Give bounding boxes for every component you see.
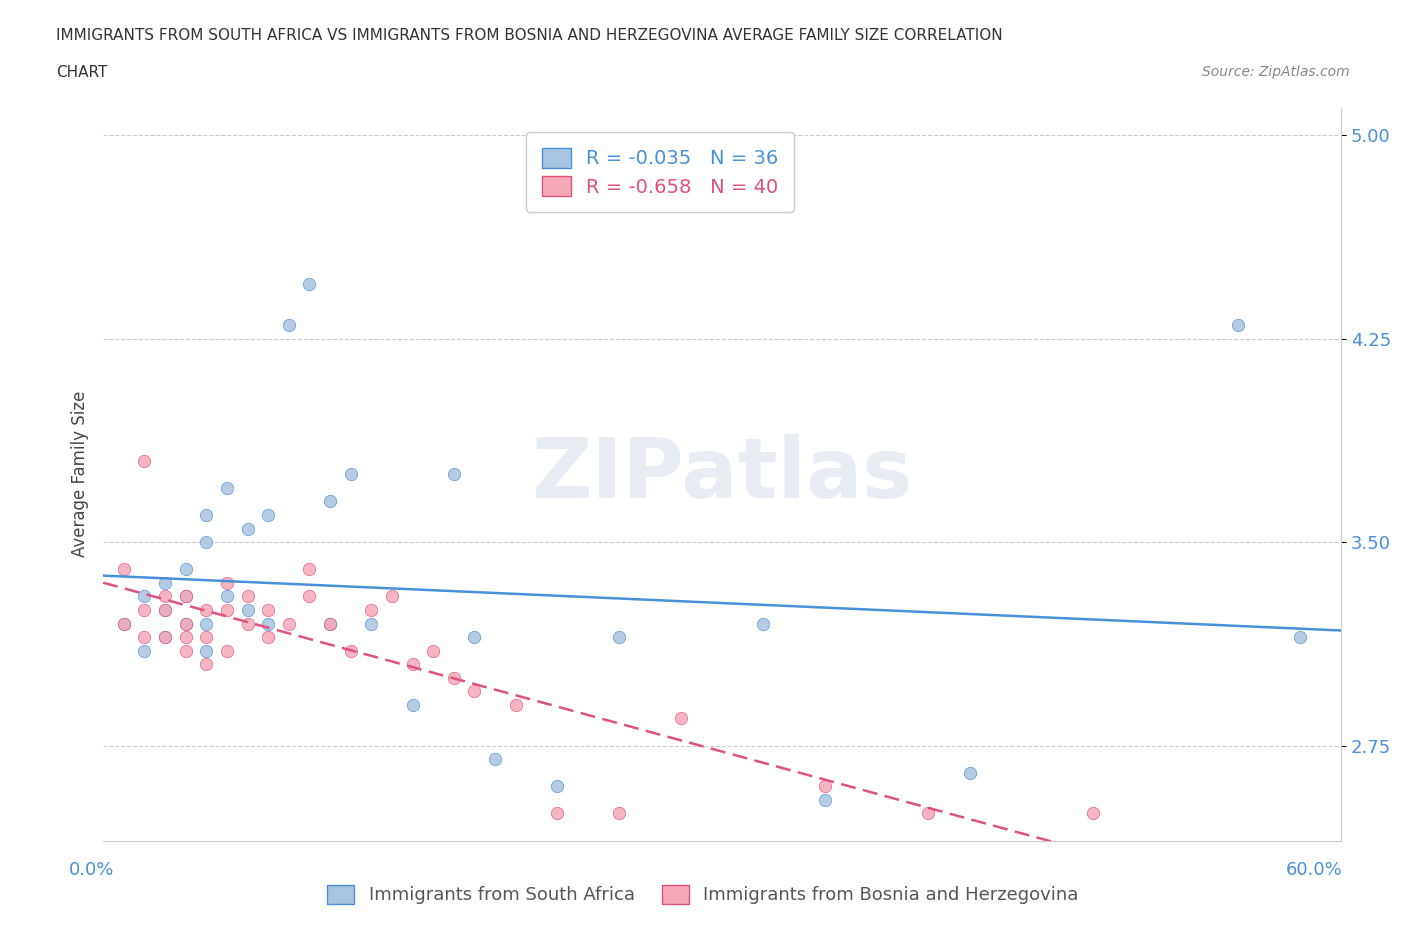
Point (174, 644, 197, 658)
Point (174, 589, 197, 604)
Point (277, 616, 299, 631)
Point (236, 603, 259, 618)
Point (195, 603, 218, 618)
Point (134, 630, 156, 644)
Point (607, 630, 630, 644)
Text: IMMIGRANTS FROM SOUTH AFRICA VS IMMIGRANTS FROM BOSNIA AND HERZEGOVINA AVERAGE F: IMMIGRANTS FROM SOUTH AFRICA VS IMMIGRAN… (56, 28, 1002, 43)
Point (546, 779, 568, 794)
Point (174, 589, 197, 604)
Text: CHART: CHART (56, 65, 108, 80)
Point (153, 576, 176, 591)
Point (298, 589, 321, 604)
Point (319, 616, 342, 631)
Point (298, 277, 321, 292)
Point (236, 521, 259, 536)
Point (959, 765, 981, 780)
Point (215, 576, 238, 591)
Point (153, 589, 176, 604)
Legend: R = -0.035   N = 36, R = -0.658   N = 40: R = -0.035 N = 36, R = -0.658 N = 40 (526, 132, 794, 212)
Point (236, 616, 259, 631)
Point (917, 806, 939, 821)
Point (134, 603, 156, 618)
Point (195, 657, 218, 671)
Point (195, 616, 218, 631)
Point (195, 630, 218, 644)
Point (319, 616, 342, 631)
Point (174, 616, 197, 631)
Point (195, 535, 218, 550)
Point (463, 630, 485, 644)
Point (215, 481, 238, 496)
Point (215, 603, 238, 618)
Point (607, 806, 630, 821)
Point (174, 630, 197, 644)
Point (505, 698, 527, 712)
Text: ZIPatlas: ZIPatlas (531, 433, 912, 515)
Point (463, 684, 485, 698)
Point (134, 589, 156, 604)
Point (277, 318, 299, 333)
Point (814, 779, 837, 794)
Text: 0.0%: 0.0% (69, 860, 114, 879)
Point (339, 467, 361, 482)
Point (360, 616, 382, 631)
Y-axis label: Average Family Size: Average Family Size (72, 392, 89, 557)
Point (215, 644, 238, 658)
Point (257, 630, 280, 644)
Text: Source: ZipAtlas.com: Source: ZipAtlas.com (1202, 65, 1350, 79)
Text: 60.0%: 60.0% (1286, 860, 1343, 879)
Point (1226, 318, 1249, 333)
Point (339, 644, 361, 658)
Point (215, 589, 238, 604)
Point (174, 562, 197, 577)
Point (669, 711, 692, 726)
Point (112, 562, 135, 577)
Point (484, 751, 506, 766)
Point (546, 806, 568, 821)
Point (257, 616, 280, 631)
Point (134, 453, 156, 468)
Point (134, 644, 156, 658)
Point (236, 589, 259, 604)
Point (443, 467, 465, 482)
Point (195, 508, 218, 523)
Point (1288, 630, 1310, 644)
Point (1083, 806, 1105, 821)
Point (257, 508, 280, 523)
Point (153, 630, 176, 644)
Point (814, 792, 837, 807)
Point (360, 603, 382, 618)
Point (195, 644, 218, 658)
Point (153, 603, 176, 618)
Point (401, 698, 423, 712)
Point (174, 616, 197, 631)
Point (381, 589, 404, 604)
Point (153, 603, 176, 618)
Point (112, 616, 135, 631)
Point (319, 494, 342, 509)
Point (401, 657, 423, 671)
Point (298, 562, 321, 577)
Point (257, 603, 280, 618)
Point (752, 616, 775, 631)
Point (112, 616, 135, 631)
Point (153, 630, 176, 644)
Legend: Immigrants from South Africa, Immigrants from Bosnia and Herzegovina: Immigrants from South Africa, Immigrants… (321, 878, 1085, 911)
Point (443, 671, 465, 685)
Point (422, 644, 444, 658)
